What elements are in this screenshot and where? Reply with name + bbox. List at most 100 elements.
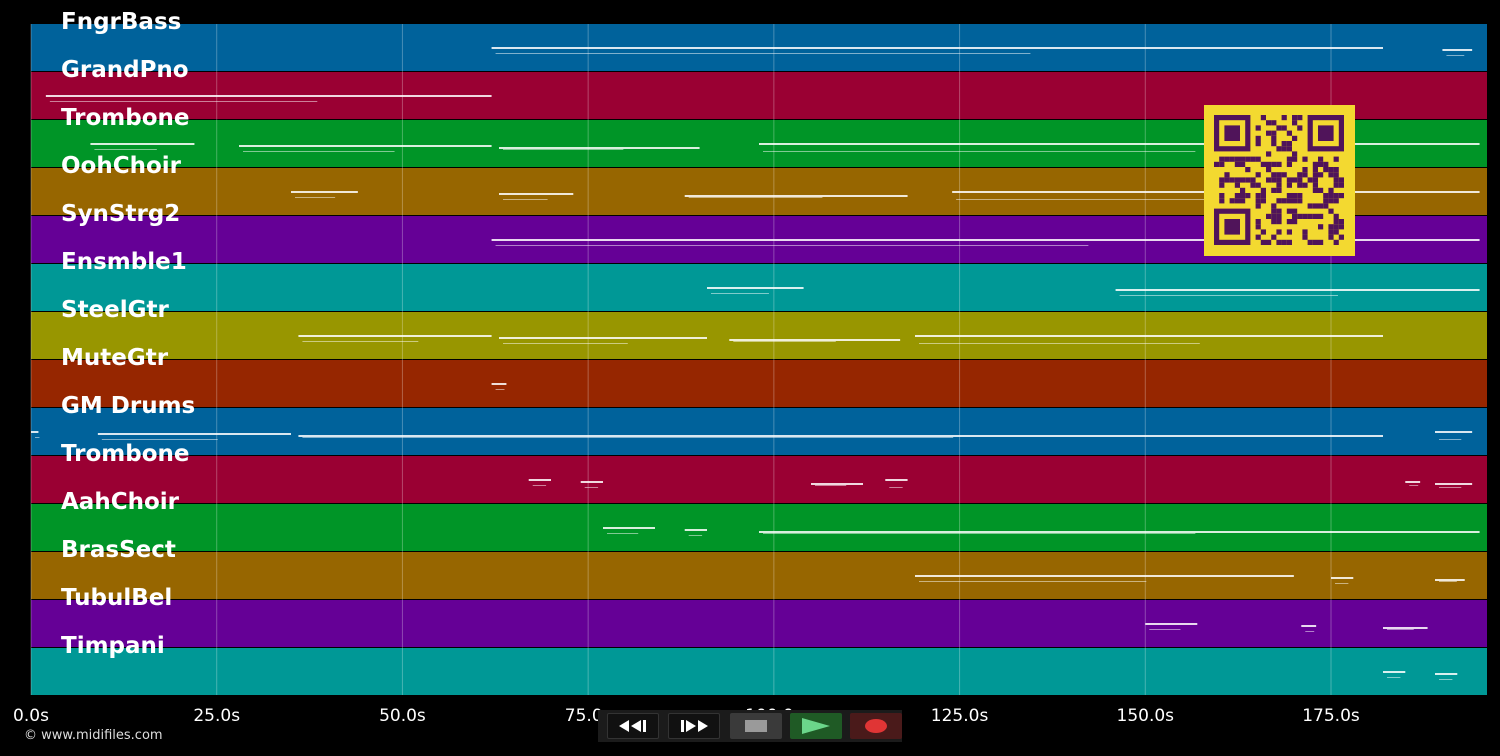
note-span: [239, 145, 492, 147]
fast-forward-button[interactable]: [668, 713, 720, 739]
track-lane: [31, 504, 1487, 551]
note-span: [1383, 627, 1428, 629]
rewind-icon: [619, 720, 646, 732]
note-span: [532, 485, 547, 486]
note-span: [94, 149, 157, 150]
track-label: Trombone: [61, 441, 190, 467]
note-span: [711, 293, 769, 294]
note-span: [763, 533, 1196, 534]
qr-code-icon: [1204, 105, 1355, 256]
track-lane: [31, 648, 1487, 695]
note-span: [1439, 679, 1453, 680]
tick-label: 175.0s: [1302, 706, 1360, 726]
note-span: [302, 341, 419, 342]
play-icon: [802, 718, 830, 734]
track-label: Timpani: [61, 633, 165, 659]
note-span: [35, 437, 40, 438]
play-button[interactable]: [790, 713, 842, 739]
tick-label: 25.0s: [193, 706, 241, 726]
note-span: [528, 479, 551, 481]
note-span: [295, 197, 336, 198]
track-label: MuteGtr: [61, 345, 169, 371]
note-span: [1439, 581, 1457, 582]
note-span: [499, 147, 700, 149]
note-span: [1439, 439, 1462, 440]
note-span: [763, 151, 1196, 152]
track-label: GrandPno: [61, 57, 189, 83]
note-span: [495, 53, 1031, 54]
note-span: [1405, 481, 1421, 483]
note-span: [1145, 623, 1198, 625]
note-span: [684, 529, 707, 531]
note-span: [919, 343, 1200, 344]
stop-button[interactable]: [730, 713, 782, 739]
note-span: [291, 191, 358, 193]
track-label: GM Drums: [61, 393, 196, 419]
note-span: [90, 143, 195, 145]
note-span: [1301, 625, 1317, 627]
note-span: [1435, 673, 1458, 675]
track-lane: [31, 456, 1487, 503]
note-span: [1149, 629, 1181, 630]
note-span: [101, 439, 218, 440]
note-span: [729, 339, 901, 341]
note-span: [491, 47, 1384, 49]
tick-label: 125.0s: [930, 706, 989, 726]
note-span: [759, 143, 1480, 145]
note-span: [1335, 583, 1349, 584]
record-icon: [865, 719, 887, 733]
transport-controls: [598, 710, 902, 742]
note-span: [495, 389, 505, 390]
track-lane: [31, 600, 1487, 647]
note-span: [956, 199, 1273, 200]
track-label: FngrBass: [61, 9, 182, 35]
note-span: [1435, 483, 1473, 485]
tick-label: 0.0s: [13, 706, 49, 726]
note-span: [688, 535, 703, 536]
track-label: Ensmble1: [61, 249, 187, 275]
note-span: [684, 195, 908, 197]
note-span: [733, 341, 836, 342]
note-span: [491, 239, 1480, 241]
note-span: [915, 335, 1383, 337]
track-label: AahChoir: [61, 489, 179, 515]
note-span: [1435, 431, 1473, 433]
track-label: TubulBel: [61, 585, 173, 611]
note-span: [1442, 49, 1473, 51]
track-lane: [31, 360, 1487, 407]
note-span: [1115, 289, 1480, 291]
note-span: [607, 533, 639, 534]
note-span: [503, 149, 624, 150]
track-label: OohChoir: [61, 153, 182, 179]
note-span: [1435, 579, 1465, 581]
note-span: [45, 95, 492, 97]
rewind-button[interactable]: [607, 713, 659, 739]
track-label: SteelGtr: [61, 297, 169, 323]
note-span: [499, 193, 574, 195]
note-span: [1439, 487, 1462, 488]
record-button[interactable]: [850, 713, 902, 739]
note-span: [811, 483, 863, 485]
note-span: [97, 433, 291, 435]
note-span: [49, 101, 318, 102]
tick-label: 50.0s: [379, 706, 426, 726]
note-span: [503, 199, 548, 200]
note-span: [603, 527, 655, 529]
fast-forward-icon: [681, 720, 708, 732]
note-span: [298, 335, 492, 337]
note-span: [885, 479, 908, 481]
note-span: [1305, 631, 1315, 632]
note-span: [1409, 485, 1419, 486]
note-span: [759, 531, 1480, 533]
note-span: [1383, 671, 1406, 673]
note-span: [243, 151, 395, 152]
note-span: [915, 575, 1294, 577]
note-span: [1387, 677, 1401, 678]
note-span: [503, 343, 628, 344]
track-label: SynStrg2: [61, 201, 181, 227]
note-span: [815, 485, 847, 486]
note-span: [1119, 295, 1338, 296]
note-span: [298, 435, 1383, 437]
note-span: [499, 337, 707, 339]
note-span: [707, 287, 804, 289]
